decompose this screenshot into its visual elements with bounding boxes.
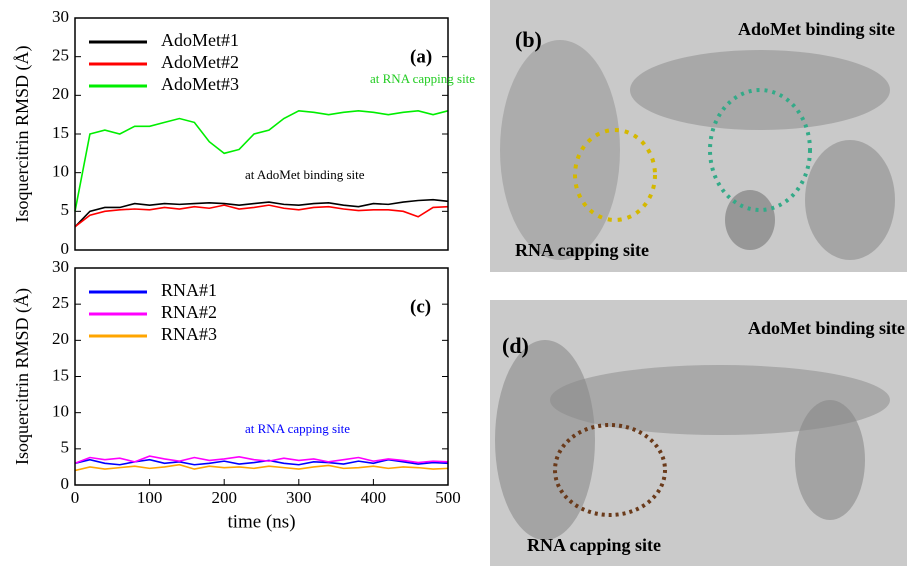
legend-label: AdoMet#1 [161, 30, 239, 50]
site-label: RNA capping site [527, 535, 661, 555]
y-tick-label: 15 [52, 123, 69, 142]
legend-label: RNA#3 [161, 324, 217, 344]
y-tick-label: 5 [61, 438, 70, 457]
sheet [550, 365, 890, 435]
y-tick-label: 10 [52, 162, 69, 181]
y-tick-label: 0 [61, 474, 70, 493]
annotation: at RNA capping site [245, 421, 350, 436]
ligand [708, 88, 812, 212]
x-tick-label: 100 [137, 488, 163, 507]
panel-label: (c) [410, 296, 431, 317]
panel-label: (b) [515, 27, 542, 52]
panel-label: (d) [502, 333, 529, 358]
helix [805, 140, 895, 260]
legend-label: RNA#1 [161, 280, 217, 300]
sheet [630, 50, 890, 130]
y-tick-label: 15 [52, 365, 69, 384]
y-tick-label: 20 [52, 84, 69, 103]
helix [795, 400, 865, 520]
y-axis-label: Isoquercitrin RMSD (Å) [12, 46, 33, 223]
legend-label: RNA#2 [161, 302, 217, 322]
y-tick-label: 25 [52, 293, 69, 312]
y-tick-label: 0 [61, 239, 70, 258]
y-tick-label: 20 [52, 329, 69, 348]
panel-b: (b) AdoMet binding site RNA capping site [490, 0, 907, 272]
panel-d: (d) AdoMet binding site RNA capping site [490, 300, 907, 566]
x-tick-label: 400 [361, 488, 387, 507]
site-label: RNA capping site [515, 240, 649, 260]
helix [495, 340, 595, 540]
helix [725, 190, 775, 250]
series-line [74, 455, 449, 465]
annotation: at AdoMet binding site [245, 167, 365, 182]
y-axis-label: Isoquercitrin RMSD (Å) [12, 288, 33, 465]
site-label: AdoMet binding site [748, 318, 905, 338]
panel-label: (a) [410, 46, 432, 67]
series-line [74, 198, 449, 228]
y-tick-label: 5 [61, 200, 70, 219]
y-tick-label: 10 [52, 402, 69, 421]
x-tick-label: 0 [71, 488, 80, 507]
series-line [74, 463, 449, 472]
x-axis-label: time (ns) [227, 511, 295, 532]
series-line [74, 204, 449, 228]
y-tick-label: 25 [52, 46, 69, 65]
legend-label: AdoMet#2 [161, 52, 239, 72]
ligand [573, 128, 657, 222]
ligand [553, 423, 667, 517]
legend-label: AdoMet#3 [161, 74, 239, 94]
series-line [74, 109, 449, 212]
x-tick-label: 300 [286, 488, 312, 507]
x-tick-label: 200 [211, 488, 237, 507]
plot-frame [74, 17, 449, 251]
x-tick-label: 500 [435, 488, 461, 507]
site-label: AdoMet binding site [738, 19, 895, 39]
y-tick-label: 30 [52, 7, 69, 26]
helix [500, 40, 620, 260]
y-tick-label: 30 [52, 257, 69, 276]
annotation: at RNA capping site [370, 71, 475, 86]
plot-frame [74, 267, 449, 486]
